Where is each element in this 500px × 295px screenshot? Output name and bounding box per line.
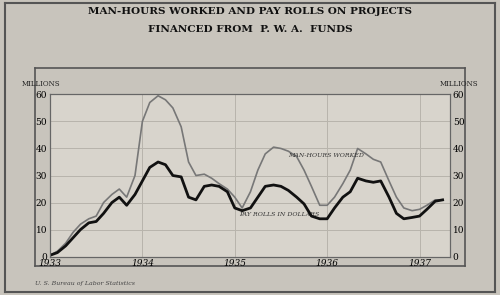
Text: U. S. Bureau of Labor Statistics: U. S. Bureau of Labor Statistics: [35, 281, 135, 286]
Text: PAY ROLLS IN DOLLARS: PAY ROLLS IN DOLLARS: [240, 212, 320, 217]
Text: MAN-HOURS WORKED: MAN-HOURS WORKED: [288, 153, 364, 158]
Text: MILLIONS: MILLIONS: [22, 80, 60, 88]
Text: FINANCED FROM  P. W. A.  FUNDS: FINANCED FROM P. W. A. FUNDS: [148, 25, 352, 34]
Text: MAN-HOURS WORKED AND PAY ROLLS ON PROJECTS: MAN-HOURS WORKED AND PAY ROLLS ON PROJEC…: [88, 7, 412, 17]
Text: MILLIONS: MILLIONS: [440, 80, 478, 88]
